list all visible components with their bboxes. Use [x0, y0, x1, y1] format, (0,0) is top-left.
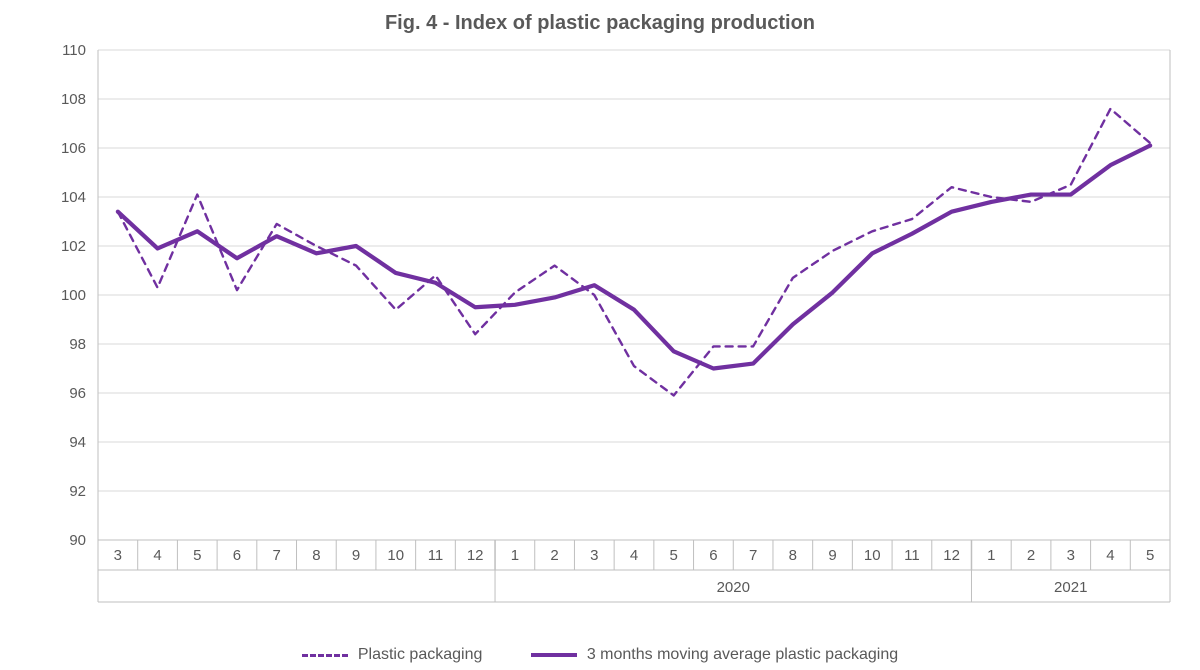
x-tick-label: 12	[467, 547, 484, 564]
legend-item-ma3: 3 months moving average plastic packagin…	[531, 646, 898, 664]
x-tick-label: 11	[428, 547, 444, 564]
x-group-label: 2021	[1054, 579, 1087, 596]
x-tick-label: 5	[1146, 547, 1154, 564]
x-tick-label: 3	[1067, 547, 1075, 564]
chart-title: Fig. 4 - Index of plastic packaging prod…	[0, 12, 1200, 35]
x-tick-label: 1	[511, 547, 519, 564]
y-tick-label: 90	[69, 532, 86, 549]
legend-swatch-ma3	[531, 653, 577, 657]
x-tick-label: 10	[387, 547, 404, 564]
x-tick-label: 2	[1027, 547, 1035, 564]
x-tick-label: 1	[987, 547, 995, 564]
x-tick-label: 5	[670, 547, 678, 564]
y-tick-label: 94	[69, 434, 86, 451]
x-tick-label: 12	[943, 547, 960, 564]
x-tick-label: 7	[749, 547, 757, 564]
x-tick-label: 9	[352, 547, 360, 564]
series-line	[118, 109, 1150, 396]
y-tick-label: 98	[69, 336, 86, 353]
x-group-label: 2020	[717, 579, 750, 596]
legend: Plastic packaging 3 months moving averag…	[0, 644, 1200, 665]
x-tick-label: 6	[233, 547, 241, 564]
x-tick-label: 5	[193, 547, 201, 564]
y-tick-label: 104	[61, 189, 86, 206]
y-tick-label: 110	[62, 42, 86, 59]
x-tick-label: 7	[272, 547, 280, 564]
chart-container: Fig. 4 - Index of plastic packaging prod…	[0, 0, 1200, 670]
series-line	[118, 146, 1150, 369]
x-tick-label: 4	[630, 547, 638, 564]
x-tick-label: 11	[904, 547, 920, 564]
x-tick-label: 6	[709, 547, 717, 564]
legend-item-plastic: Plastic packaging	[302, 646, 483, 664]
x-tick-label: 2	[550, 547, 558, 564]
y-tick-label: 108	[61, 91, 86, 108]
y-tick-label: 92	[69, 483, 86, 500]
chart-svg: 9092949698100102104106108110345678910111…	[0, 0, 1200, 670]
y-tick-label: 102	[61, 238, 86, 255]
x-tick-label: 3	[590, 547, 598, 564]
legend-label-ma3: 3 months moving average plastic packagin…	[587, 646, 898, 664]
x-tick-label: 9	[828, 547, 836, 564]
x-tick-label: 10	[864, 547, 881, 564]
x-tick-label: 3	[114, 547, 122, 564]
x-tick-label: 4	[153, 547, 161, 564]
y-tick-label: 100	[61, 287, 86, 304]
x-tick-label: 8	[312, 547, 320, 564]
x-tick-label: 4	[1106, 547, 1114, 564]
x-tick-label: 8	[789, 547, 797, 564]
legend-swatch-plastic	[302, 654, 348, 657]
y-tick-label: 96	[69, 385, 86, 402]
legend-label-plastic: Plastic packaging	[358, 646, 483, 664]
y-tick-label: 106	[61, 140, 86, 157]
